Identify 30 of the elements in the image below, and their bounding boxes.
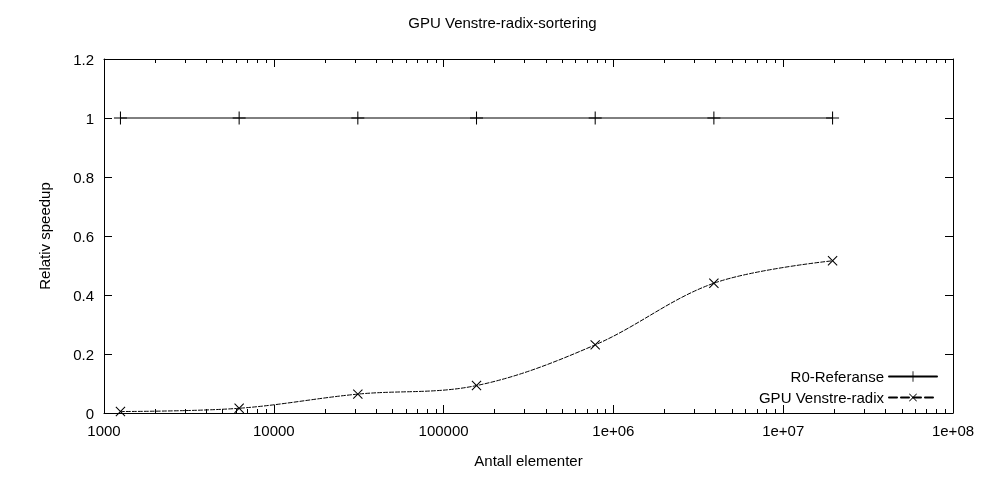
x-tick-label: 1e+08: [931, 422, 975, 439]
y-tick-label: 0.4: [73, 286, 94, 304]
chart-title: GPU Venstre-radix-sortering: [408, 14, 597, 31]
point: [113, 111, 127, 125]
point: [352, 389, 363, 400]
point: [232, 111, 246, 125]
point: [351, 111, 365, 125]
x-tick-label: 10000: [252, 422, 295, 439]
y-tick-label: 1.2: [73, 50, 94, 68]
y-tick-label: 0.6: [73, 227, 94, 245]
legend-label: GPU Venstre-radix: [758, 389, 885, 406]
point: [827, 255, 838, 266]
y-axis-title: Relativ speedup: [36, 182, 53, 290]
x-tick-label: 100000: [418, 422, 469, 439]
point: [590, 339, 601, 350]
legend-label: R0-Referanse: [790, 368, 884, 385]
point: [708, 278, 719, 289]
point: [707, 111, 721, 125]
point: [588, 111, 602, 125]
y-tick-label: 0.8: [73, 168, 94, 186]
x-axis-title: Antall elementer: [474, 452, 583, 469]
y-tick-label: 0: [85, 404, 94, 422]
x-tick-label: 1e+06: [592, 422, 635, 439]
y-tick-label: 0.2: [73, 345, 94, 363]
point: [470, 111, 484, 125]
point: [826, 111, 840, 125]
x-tick-label: 1000: [87, 422, 121, 439]
x-tick-label: 1e+07: [762, 422, 805, 439]
point: [234, 403, 245, 414]
y-tick-label: 1: [85, 109, 94, 127]
